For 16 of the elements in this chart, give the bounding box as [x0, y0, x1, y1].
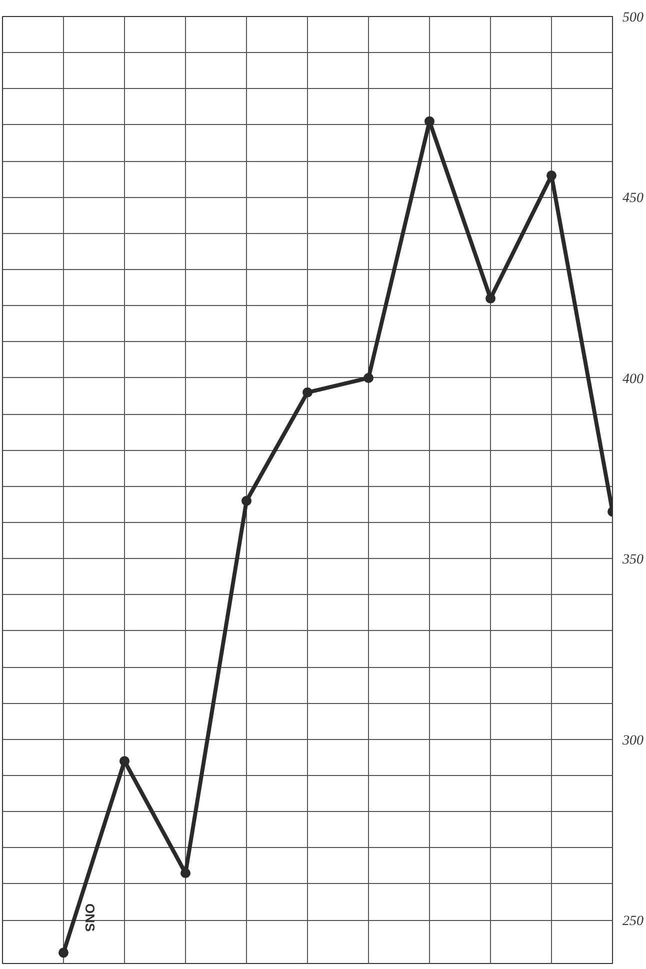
point — [364, 372, 374, 383]
point — [424, 116, 434, 126]
y-tick-label: 400 — [622, 372, 644, 387]
y-tick-label: 250 — [622, 914, 644, 930]
point — [58, 948, 68, 958]
point — [120, 756, 130, 766]
y-tick-label: 350 — [622, 552, 644, 568]
point — [242, 496, 252, 506]
y-tick-label: 300 — [622, 733, 644, 748]
point — [546, 170, 556, 181]
point — [486, 293, 496, 304]
y-tick-label: 450 — [622, 191, 644, 206]
point — [180, 868, 190, 878]
annotation: ONS — [82, 904, 98, 932]
point — [302, 387, 312, 398]
y-tick-label: 500 — [622, 10, 644, 26]
